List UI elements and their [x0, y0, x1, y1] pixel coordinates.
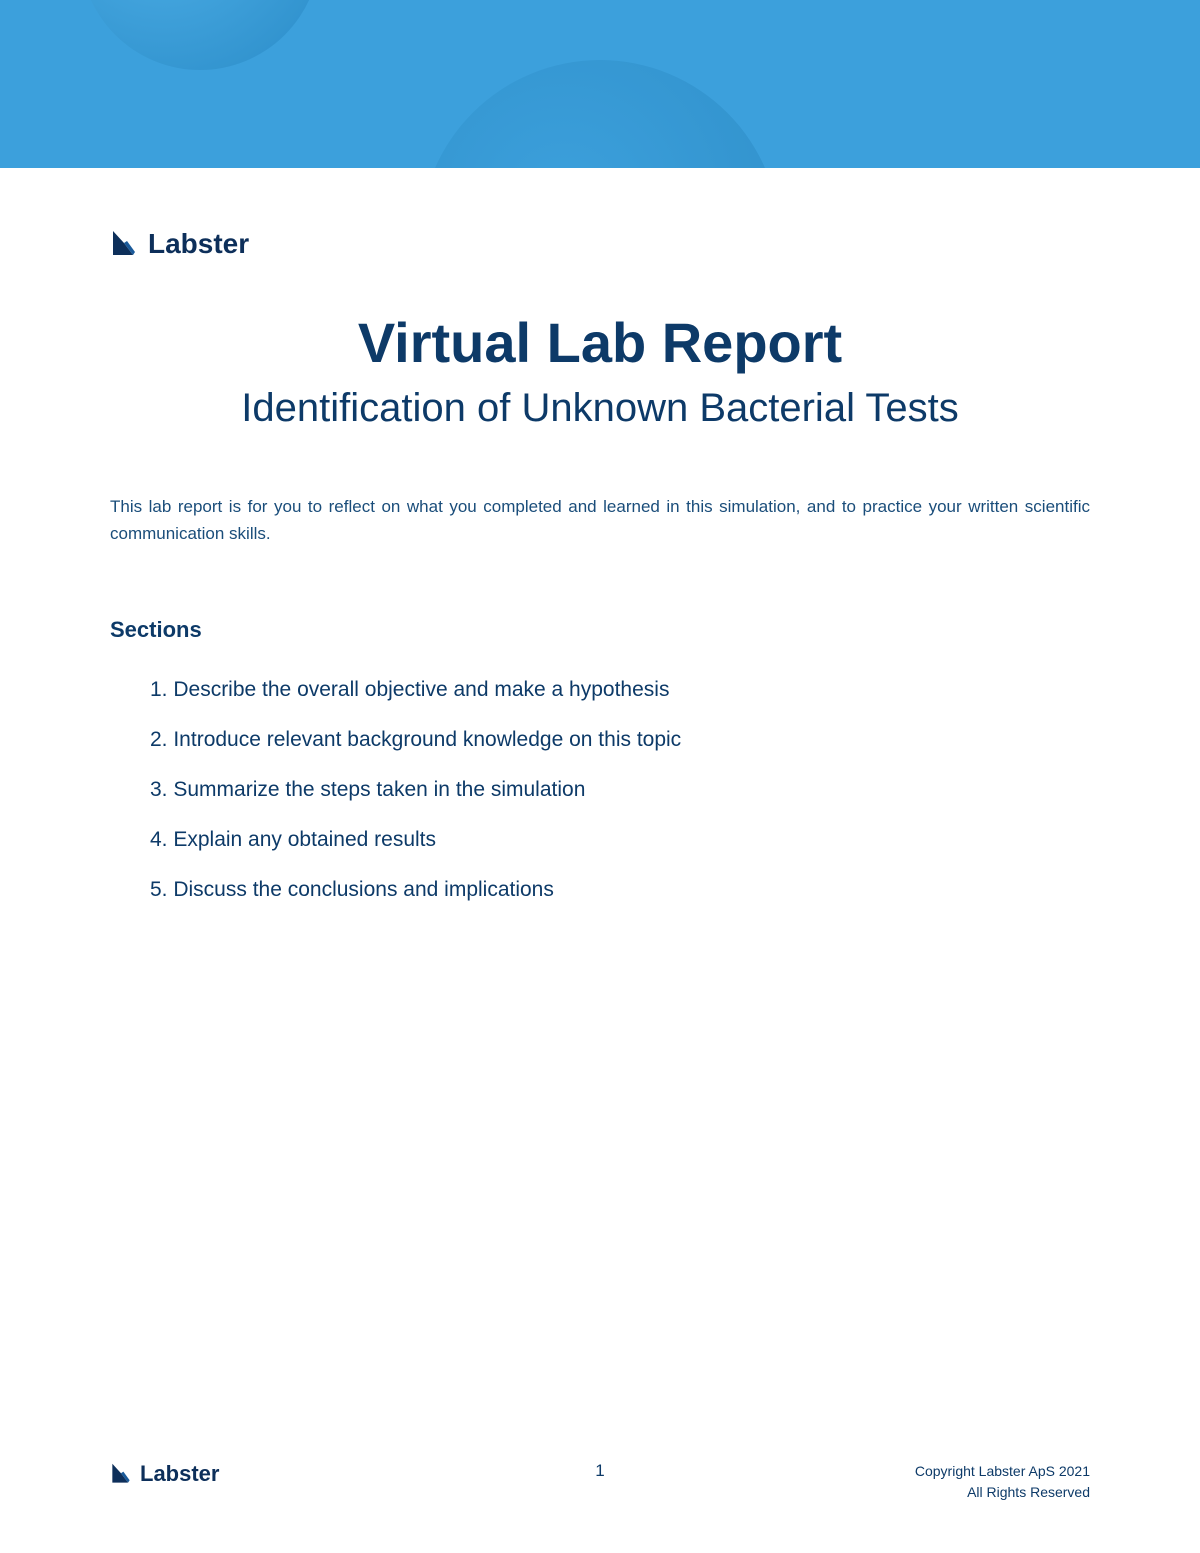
brand-logo: Labster — [110, 228, 1090, 260]
page-number: 1 — [595, 1461, 604, 1481]
sections-list: 1. Describe the overall objective and ma… — [110, 678, 1090, 902]
copyright-line: All Rights Reserved — [915, 1482, 1090, 1503]
copyright-line: Copyright Labster ApS 2021 — [915, 1461, 1090, 1482]
document-footer: Labster 1 Copyright Labster ApS 2021 All… — [0, 1461, 1200, 1503]
labster-logo-icon — [110, 1462, 132, 1486]
brand-name: Labster — [148, 228, 249, 260]
copyright-text: Copyright Labster ApS 2021 All Rights Re… — [915, 1461, 1090, 1503]
section-item: 4. Explain any obtained results — [150, 828, 1090, 852]
labster-logo-icon — [110, 229, 138, 259]
sections-heading: Sections — [110, 617, 1090, 643]
document-subtitle: Identification of Unknown Bacterial Test… — [110, 383, 1090, 433]
decorative-circle — [80, 0, 320, 70]
footer-brand-logo: Labster — [110, 1461, 219, 1487]
document-content: Labster Virtual Lab Report Identificatio… — [0, 168, 1200, 902]
section-item: 2. Introduce relevant background knowled… — [150, 728, 1090, 752]
decorative-circle — [420, 60, 780, 168]
intro-paragraph: This lab report is for you to reflect on… — [110, 493, 1090, 547]
section-item: 5. Discuss the conclusions and implicati… — [150, 878, 1090, 902]
header-banner — [0, 0, 1200, 168]
footer-brand-name: Labster — [140, 1461, 219, 1487]
section-item: 3. Summarize the steps taken in the simu… — [150, 778, 1090, 802]
document-title: Virtual Lab Report — [110, 310, 1090, 375]
section-item: 1. Describe the overall objective and ma… — [150, 678, 1090, 702]
